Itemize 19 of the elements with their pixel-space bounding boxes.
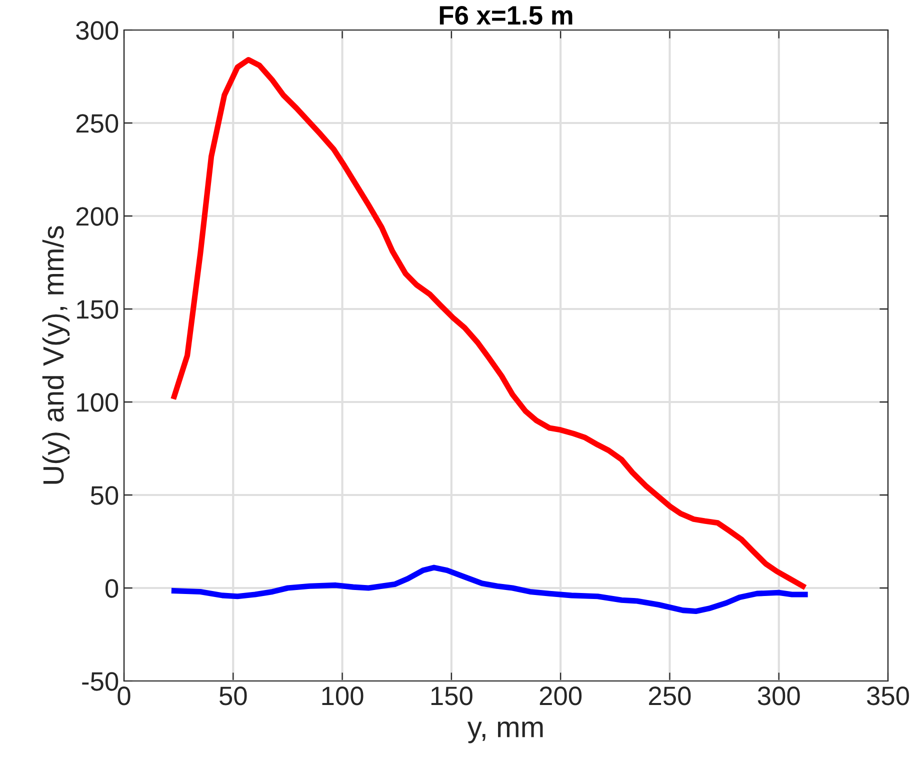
y-tick-label: 150 [77, 300, 118, 319]
y-tick-label: 0 [105, 579, 118, 598]
y-tick-label: 200 [76, 207, 118, 226]
y-axis-title: U(y) and V(y), mm/s [42, 226, 70, 484]
chart-title: F6 x=1.5 m [440, 6, 572, 25]
x-tick-label: 50 [220, 686, 247, 706]
x-tick-label: 200 [540, 686, 582, 706]
x-tick-label: 0 [118, 686, 130, 706]
x-tick-label: 300 [758, 686, 800, 706]
y-tick-label: 50 [90, 486, 118, 505]
y-tick-label: 100 [77, 393, 118, 412]
x-tick-label: 100 [322, 686, 364, 706]
x-tick-label: 150 [431, 686, 472, 706]
y-tick-label: 300 [76, 21, 118, 40]
y-tick-label: -50 [82, 672, 118, 691]
x-axis-title: y, mm [467, 721, 543, 744]
x-tick-label: 250 [649, 686, 691, 706]
y-tick-label: 250 [76, 114, 118, 133]
x-tick-label: 350 [866, 686, 909, 706]
